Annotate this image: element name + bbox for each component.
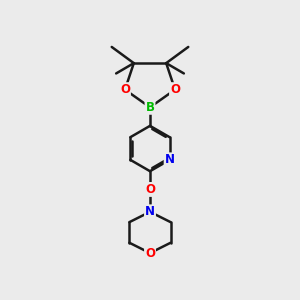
Text: O: O	[120, 83, 130, 96]
Text: N: N	[165, 153, 175, 167]
Text: B: B	[146, 101, 154, 114]
Text: N: N	[145, 205, 155, 218]
Text: O: O	[145, 183, 155, 196]
Text: O: O	[170, 83, 180, 96]
Text: O: O	[145, 247, 155, 260]
